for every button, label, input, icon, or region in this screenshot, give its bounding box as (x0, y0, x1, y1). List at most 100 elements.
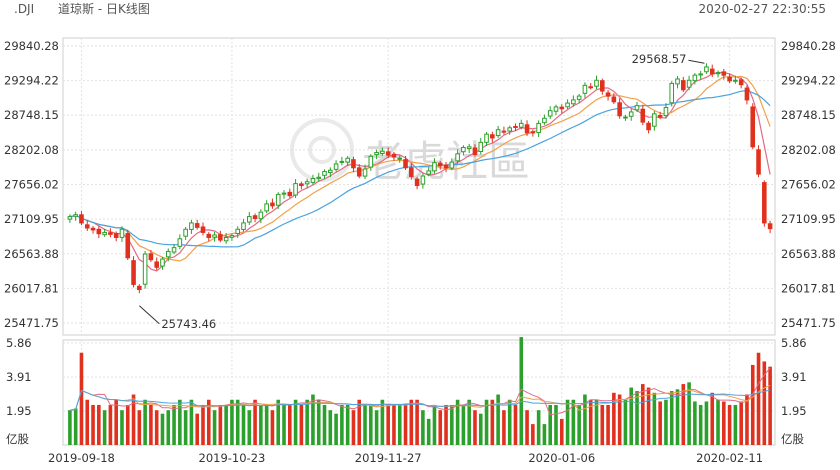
volume-bars (68, 337, 772, 445)
candle-up (628, 111, 634, 117)
volume-bar-down (710, 392, 715, 445)
candle-down (206, 233, 212, 239)
date-tick-label: 2019-09-18 (48, 451, 115, 465)
candle-down (501, 130, 507, 133)
candle-up (322, 171, 327, 176)
candle-down (108, 232, 113, 235)
price-annotations: 29568.57 25743.46 (139, 52, 705, 331)
candle-down (611, 96, 617, 103)
candle-down (403, 159, 408, 169)
volume-bar-up (536, 410, 541, 445)
low-annotation-label: 25743.46 (161, 317, 216, 331)
volume-bar-up (230, 399, 234, 445)
price-tick-label-left: 27656.02 (4, 177, 59, 191)
volume-bar-down (131, 394, 136, 445)
volume-bar-down (392, 404, 396, 445)
volume-bar-up (276, 399, 281, 445)
volume-bar-up (484, 399, 489, 445)
candle-down (137, 285, 142, 291)
volume-bar-up (334, 413, 338, 445)
candle-up (339, 160, 345, 163)
candle-up (229, 235, 235, 238)
volume-bar-down (559, 418, 564, 445)
candle-up (426, 170, 431, 175)
candle-up (368, 155, 374, 168)
candle-down (125, 233, 131, 259)
volume-bar-down (79, 352, 84, 445)
candle-down (744, 87, 750, 101)
candle-up (333, 163, 339, 170)
chart-title: 道琼斯 - 日K线图 (58, 1, 150, 16)
candle-down (287, 191, 293, 197)
candle-down (588, 86, 594, 89)
volume-bar-up (259, 404, 263, 445)
candle-up (704, 66, 709, 73)
price-tick-label-left: 28748.15 (4, 108, 59, 122)
volume-bar-down (108, 404, 113, 445)
candle-down (738, 79, 744, 86)
candle-up (177, 238, 183, 247)
volume-bar-down (206, 399, 211, 445)
candle-up (698, 73, 703, 76)
candle-up (634, 105, 640, 111)
date-tick-label: 2020-02-11 (696, 451, 763, 465)
candle-down (113, 233, 119, 239)
candle-up (675, 78, 680, 85)
candle-up (420, 175, 426, 185)
candle-up (542, 117, 547, 124)
candle-up (362, 168, 368, 177)
volume-bar-down (154, 410, 159, 445)
volume-bar-up (519, 337, 524, 445)
volume-bar-down (288, 404, 292, 445)
volume-bar-up (687, 382, 691, 445)
volume-bar-down (357, 399, 362, 445)
candle-up (397, 157, 403, 160)
volume-bar-down (85, 399, 90, 445)
candle-up (235, 228, 241, 235)
volume-bar-up (577, 404, 581, 445)
candle-down (709, 68, 715, 75)
volume-bar-up (183, 410, 188, 445)
volume-bar-up (698, 404, 703, 445)
volume-bar-up (224, 404, 228, 445)
candle-up (652, 113, 657, 127)
volume-bar-up (311, 394, 315, 445)
candle-up (223, 237, 229, 242)
volume-ma-short-line (69, 367, 771, 416)
volume-bar-down (195, 413, 199, 445)
volume-bar-down (531, 424, 535, 445)
candle-up (461, 146, 466, 153)
volume-bar-down (351, 410, 356, 445)
date-tick-label: 2019-11-27 (355, 451, 422, 465)
candle-up (536, 122, 541, 134)
candle-down (351, 159, 356, 169)
candle-up (374, 152, 379, 156)
volume-bar-down (149, 404, 153, 445)
volume-bar-up (594, 399, 599, 445)
volume-bar-down (253, 399, 257, 445)
volume-bar-down (490, 399, 495, 445)
volume-bar-down (681, 384, 686, 445)
candle-up (165, 250, 171, 258)
candle-down (646, 122, 651, 131)
volume-bar-up (669, 391, 674, 445)
volume-bar-up (704, 401, 709, 445)
candle-up (189, 222, 194, 230)
candle-down (756, 149, 761, 175)
volume-bar-up (716, 399, 720, 445)
candle-up (495, 129, 501, 137)
candle-up (281, 192, 287, 195)
watermark-logo-eye-icon (308, 136, 336, 164)
candle-up (449, 161, 455, 169)
volume-bar-down (756, 352, 761, 445)
candle-up (669, 82, 675, 104)
volume-bar-up (733, 404, 738, 445)
volume-bar-up (397, 404, 402, 445)
candle-up (455, 153, 460, 162)
volume-tick-label-right: 1.95 (781, 404, 807, 418)
candle-down (218, 234, 223, 241)
volume-bar-down (612, 392, 616, 445)
candle-down (154, 261, 159, 268)
volume-bar-up (316, 399, 321, 445)
candle-down (131, 260, 136, 285)
